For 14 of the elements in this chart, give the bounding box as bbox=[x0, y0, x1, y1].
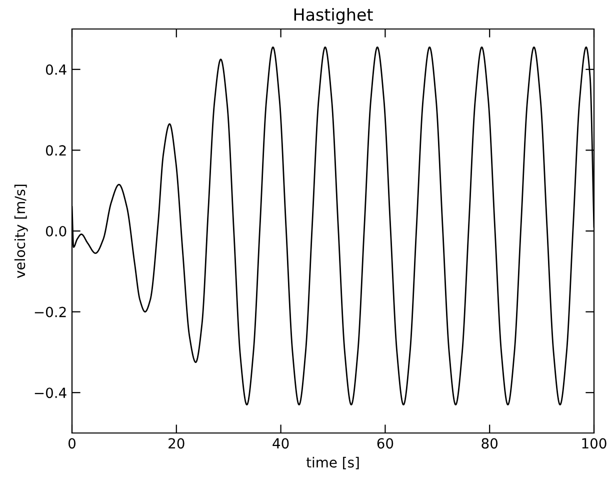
x-tick-label: 100 bbox=[582, 438, 606, 449]
x-axis-title: time [s] bbox=[306, 456, 359, 470]
y-tick-label: −0.2 bbox=[34, 306, 66, 318]
x-tick-label: 0 bbox=[68, 438, 76, 449]
x-tick-label: 60 bbox=[377, 438, 394, 449]
y-tick-label: 0.0 bbox=[46, 226, 66, 236]
x-tick-label: 20 bbox=[168, 438, 184, 449]
y-tick-label: −0.4 bbox=[34, 388, 66, 398]
y-tick-label: 0.2 bbox=[46, 145, 66, 156]
x-tick-label: 80 bbox=[482, 438, 498, 449]
chart-title: Hastighet bbox=[294, 8, 373, 24]
y-axis-title: velocity [m/s] bbox=[14, 184, 28, 278]
x-tick-label: 40 bbox=[272, 438, 289, 449]
y-tick-label: 0.4 bbox=[46, 64, 66, 75]
